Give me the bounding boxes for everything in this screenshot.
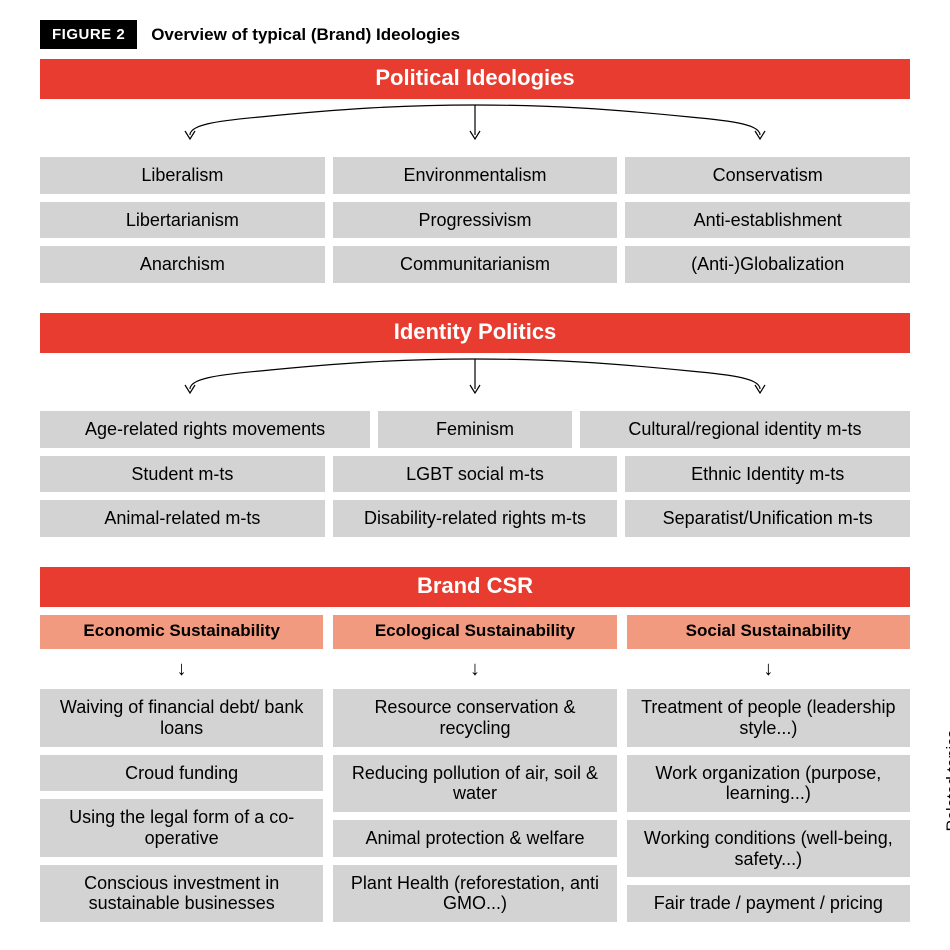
cell: Waiving of financial debt/ bank loans [40, 689, 323, 746]
csr-col-social: Social Sustainability ↓ Treatment of peo… [627, 615, 910, 922]
cell: Libertarianism [40, 202, 325, 239]
cell: Progressivism [333, 202, 618, 239]
cell: Communitarianism [333, 246, 618, 283]
cell: Work organization (purpose, learning...) [627, 755, 910, 812]
cell: Treatment of people (leadership style...… [627, 689, 910, 746]
cell: Feminism [378, 411, 572, 448]
cell: Ethnic Identity m-ts [625, 456, 910, 493]
csr-columns: Economic Sustainability ↓ Waiving of fin… [40, 615, 910, 922]
cell: Environmentalism [333, 157, 618, 194]
arrow-down-icon: ↓ [40, 659, 323, 679]
csr-band: Brand CSR [40, 567, 910, 607]
cell: Working conditions (well-being, safety..… [627, 820, 910, 877]
arrow-down-icon: ↓ [627, 659, 910, 679]
identity-grid: Age-related rights movements Feminism Cu… [40, 411, 910, 537]
cell: Resource conservation & recycling [333, 689, 616, 746]
identity-band: Identity Politics [40, 313, 910, 353]
cell: Plant Health (reforestation, anti GMO...… [333, 865, 616, 922]
cell: Cultural/regional identity m-ts [580, 411, 910, 448]
csr-col-economic: Economic Sustainability ↓ Waiving of fin… [40, 615, 323, 922]
cell: Disability-related rights m-ts [333, 500, 618, 537]
brace-political [40, 103, 910, 151]
cell: Anarchism [40, 246, 325, 283]
csr-subheader: Social Sustainability [627, 615, 910, 649]
brace-identity [40, 357, 910, 405]
cell: Animal-related m-ts [40, 500, 325, 537]
figure-container: FIGURE 2 Overview of typical (Brand) Ide… [0, 0, 950, 950]
cell: Age-related rights movements [40, 411, 370, 448]
cell: Animal protection & welfare [333, 820, 616, 857]
cell: Separatist/Unification m-ts [625, 500, 910, 537]
csr-col-ecological: Ecological Sustainability ↓ Resource con… [333, 615, 616, 922]
csr-subheader: Economic Sustainability [40, 615, 323, 649]
cell: Conscious investment in sustainable busi… [40, 865, 323, 922]
csr-subheader: Ecological Sustainability [333, 615, 616, 649]
figure-badge: FIGURE 2 [40, 20, 137, 49]
arrow-down-icon: ↓ [333, 659, 616, 679]
cell: Reducing pollution of air, soil & water [333, 755, 616, 812]
cell: Conservatism [625, 157, 910, 194]
figure-title: Overview of typical (Brand) Ideologies [151, 25, 460, 45]
figure-header: FIGURE 2 Overview of typical (Brand) Ide… [40, 20, 910, 49]
cell: LGBT social m-ts [333, 456, 618, 493]
cell: Student m-ts [40, 456, 325, 493]
political-grid: Liberalism Environmentalism Conservatism… [40, 157, 910, 283]
cell: Liberalism [40, 157, 325, 194]
cell: Croud funding [40, 755, 323, 792]
cell: Using the legal form of a co-operative [40, 799, 323, 856]
cell: Fair trade / payment / pricing [627, 885, 910, 922]
political-band: Political Ideologies [40, 59, 910, 99]
cell: (Anti-)Globalization [625, 246, 910, 283]
cell: Anti-establishment [625, 202, 910, 239]
side-label: Related topics [944, 730, 950, 831]
